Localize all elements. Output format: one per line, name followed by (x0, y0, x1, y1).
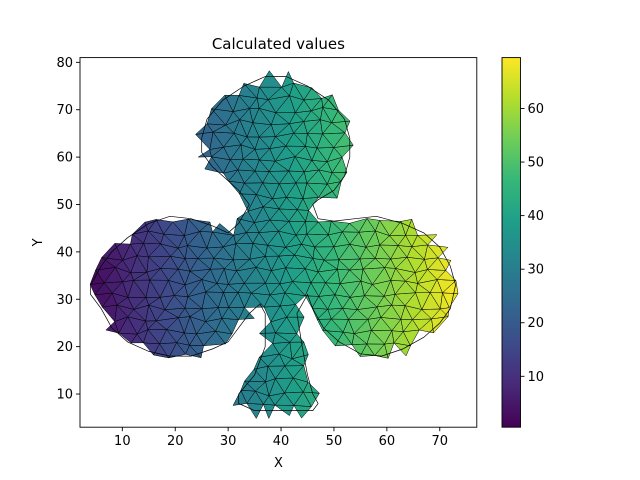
colorbar-tick-label: 40 (528, 209, 545, 224)
mesh-triangle (289, 333, 305, 343)
mesh-triangle (292, 365, 309, 383)
colorbar-gradient (502, 57, 521, 428)
mesh-triangle (259, 70, 282, 88)
x-tick-label: 30 (220, 434, 237, 449)
x-axis: 10 20 30 40 50 60 70 (114, 427, 448, 449)
shape-outline (90, 76, 456, 411)
mesh-triangle (303, 87, 322, 101)
mesh-triangle (293, 405, 312, 419)
x-tick-label: 20 (167, 434, 184, 449)
colorbar-tick-label: 50 (528, 156, 545, 171)
y-axis-label: Y (31, 238, 46, 247)
y-tick-label: 70 (56, 103, 73, 118)
mesh-triangle (197, 149, 212, 158)
mesh-triangle (263, 404, 276, 419)
colorbar: 10 20 30 40 50 60 (501, 57, 545, 428)
mesh-triangle (417, 234, 438, 246)
chart-title: Calculated values (212, 35, 345, 53)
plot-area (79, 57, 478, 428)
mesh-triangle (281, 71, 294, 88)
plot-frame (79, 57, 478, 428)
x-tick-label: 60 (379, 434, 396, 449)
colorbar-tick-label: 20 (528, 316, 545, 331)
x-tick-label: 50 (326, 434, 343, 449)
y-tick-label: 20 (56, 340, 73, 355)
colorbar-tick-label: 30 (528, 263, 545, 278)
x-tick-label: 70 (431, 434, 448, 449)
mesh-triangle (331, 156, 348, 173)
colorbar-ticks: 10 20 30 40 50 60 (520, 102, 545, 385)
y-tick-label: 40 (56, 245, 73, 260)
mesh-triangle (286, 304, 305, 318)
colorbar-tick-label: 60 (528, 102, 545, 117)
y-tick-label: 60 (56, 151, 73, 166)
x-axis-label: X (274, 456, 283, 471)
mesh-triangle (331, 109, 351, 123)
mesh-triangle (291, 341, 309, 360)
mesh-triangle (305, 210, 319, 223)
triangle-mesh (89, 70, 459, 419)
mesh-triangle (333, 132, 354, 148)
mesh-triangle (431, 316, 449, 334)
x-tick-label: 40 (273, 434, 290, 449)
y-tick-label: 30 (56, 293, 73, 308)
colorbar-frame (501, 57, 521, 428)
x-tick-label: 10 (114, 434, 131, 449)
y-axis: 10 20 30 40 50 60 70 80 (56, 56, 80, 403)
colorbar-tick-label: 10 (528, 370, 545, 385)
y-tick-label: 10 (56, 388, 73, 403)
y-tick-label: 80 (56, 56, 73, 71)
mesh-triangle (436, 270, 457, 281)
y-tick-label: 50 (56, 198, 73, 213)
